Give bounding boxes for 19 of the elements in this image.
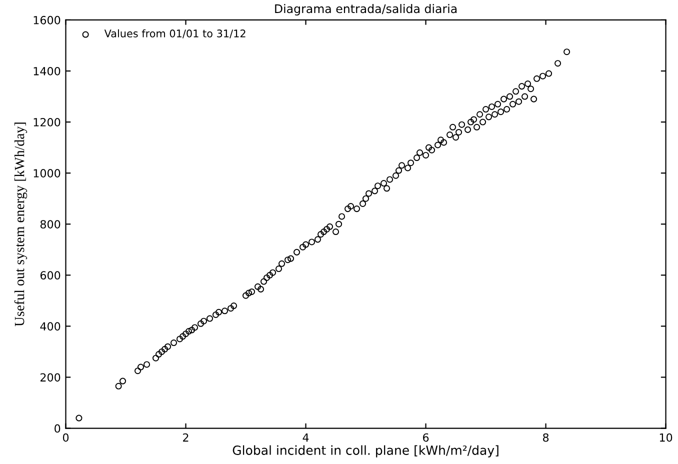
x-tick-label: 10 bbox=[660, 433, 672, 442]
y-tick-label: 1000 bbox=[34, 169, 60, 178]
y-tick-label: 200 bbox=[40, 373, 60, 382]
chart-title: Diagrama entrada/salida diaria bbox=[275, 4, 457, 16]
y-tick-label: 0 bbox=[54, 424, 60, 433]
y-tick-label: 800 bbox=[40, 220, 60, 228]
x-tick-label: 8 bbox=[543, 433, 549, 442]
y-axis-title: Useful out system energy [kWh/day] bbox=[14, 122, 28, 326]
y-tick-label: 1400 bbox=[34, 66, 60, 76]
y-tick-label: 1600 bbox=[34, 16, 60, 24]
y-tick-label: 1200 bbox=[34, 118, 60, 126]
y-tick-label: 400 bbox=[40, 322, 60, 331]
x-tick-label: 2 bbox=[183, 433, 188, 442]
legend-label: Values from 01/01 to 31/12 bbox=[104, 29, 246, 38]
x-axis-title: Global incident in coll. plane [kWh/m²/day] bbox=[232, 445, 498, 458]
y-tick-label: 600 bbox=[40, 271, 60, 280]
x-tick-label: 0 bbox=[62, 433, 69, 442]
x-tick-label: 4 bbox=[302, 433, 309, 442]
x-tick-label: 6 bbox=[423, 433, 429, 442]
